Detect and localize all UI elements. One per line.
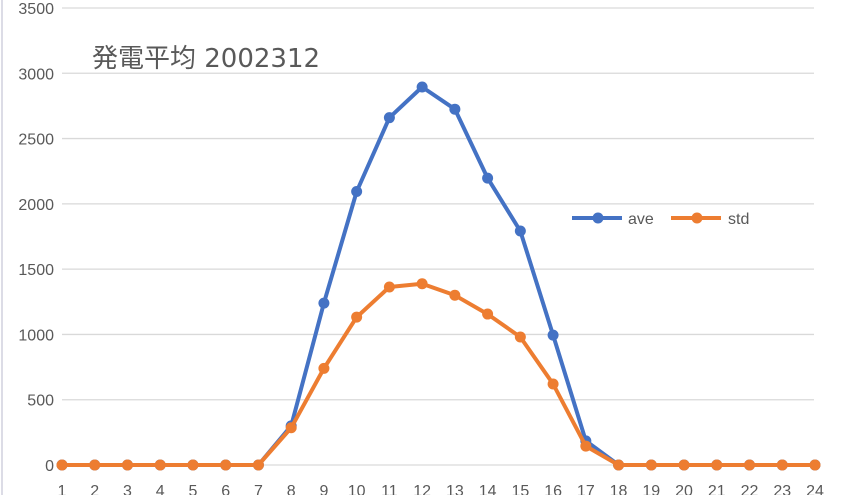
x-tick-label: 10 bbox=[348, 483, 366, 495]
data-point-marker[interactable] bbox=[449, 103, 461, 115]
series-group bbox=[56, 81, 821, 471]
data-point-marker[interactable] bbox=[383, 112, 395, 124]
x-tick-label: 15 bbox=[511, 483, 529, 495]
data-point-marker[interactable] bbox=[744, 459, 756, 471]
x-tick-label: 13 bbox=[446, 483, 464, 495]
x-tick-label: 12 bbox=[413, 483, 431, 495]
series-ave[interactable] bbox=[56, 81, 821, 471]
data-point-marker[interactable] bbox=[318, 362, 330, 374]
data-point-marker[interactable] bbox=[56, 459, 68, 471]
data-point-marker[interactable] bbox=[711, 459, 723, 471]
x-tick-label: 9 bbox=[319, 483, 328, 495]
chart-title: 発電平均 2002312 bbox=[92, 44, 320, 74]
data-point-marker[interactable] bbox=[416, 278, 428, 290]
data-point-marker[interactable] bbox=[154, 459, 166, 471]
x-tick-label: 23 bbox=[773, 483, 791, 495]
chart-left-border bbox=[1, 0, 3, 495]
x-tick-label: 21 bbox=[708, 483, 726, 495]
y-tick-label: 3500 bbox=[18, 1, 54, 18]
data-point-marker[interactable] bbox=[547, 378, 559, 390]
data-point-marker[interactable] bbox=[89, 459, 101, 471]
legend[interactable]: ave std bbox=[572, 211, 749, 228]
x-tick-label: 2 bbox=[90, 483, 99, 495]
x-tick-label: 6 bbox=[221, 483, 230, 495]
series-line[interactable] bbox=[60, 281, 817, 467]
series-line[interactable] bbox=[60, 85, 817, 467]
x-tick-label: 14 bbox=[479, 483, 497, 495]
data-point-marker[interactable] bbox=[351, 185, 363, 197]
data-point-marker[interactable] bbox=[580, 440, 592, 452]
y-tick-label: 2000 bbox=[18, 197, 54, 214]
data-point-marker[interactable] bbox=[482, 308, 494, 320]
legend-item-ave[interactable]: ave bbox=[572, 211, 654, 228]
y-tick-label: 1500 bbox=[18, 262, 54, 279]
data-point-marker[interactable] bbox=[776, 459, 788, 471]
data-point-marker[interactable] bbox=[482, 172, 494, 184]
series-std[interactable] bbox=[56, 278, 821, 471]
x-tick-label: 22 bbox=[741, 483, 759, 495]
data-point-marker[interactable] bbox=[285, 422, 297, 434]
data-point-marker[interactable] bbox=[449, 289, 461, 301]
data-point-marker[interactable] bbox=[416, 81, 428, 93]
data-point-marker[interactable] bbox=[809, 459, 821, 471]
x-tick-label: 19 bbox=[642, 483, 660, 495]
data-point-marker[interactable] bbox=[121, 459, 133, 471]
data-point-marker[interactable] bbox=[547, 329, 559, 341]
y-tick-label: 1000 bbox=[18, 327, 54, 344]
data-point-marker[interactable] bbox=[220, 459, 232, 471]
data-point-marker[interactable] bbox=[678, 459, 690, 471]
y-tick-label: 0 bbox=[45, 458, 54, 475]
x-tick-label: 16 bbox=[544, 483, 562, 495]
x-tick-label: 4 bbox=[156, 483, 165, 495]
y-axis: 0 500 1000 1500 2000 2500 3000 3500 bbox=[18, 1, 54, 475]
data-point-marker[interactable] bbox=[351, 311, 363, 323]
x-tick-label: 5 bbox=[189, 483, 198, 495]
data-point-marker[interactable] bbox=[318, 297, 330, 309]
x-tick-label: 7 bbox=[254, 483, 263, 495]
x-tick-label: 18 bbox=[610, 483, 628, 495]
x-tick-label: 17 bbox=[577, 483, 595, 495]
data-point-marker[interactable] bbox=[252, 459, 264, 471]
y-tick-label: 2500 bbox=[18, 132, 54, 149]
x-tick-label: 20 bbox=[675, 483, 693, 495]
x-axis: 1 2 3 4 5 6 7 8 9 10 11 12 13 14 15 16 17 18 19 20 21 22 23 24 bbox=[58, 483, 824, 495]
data-point-marker[interactable] bbox=[383, 281, 395, 293]
data-point-marker[interactable] bbox=[514, 225, 526, 237]
x-tick-label: 1 bbox=[58, 483, 67, 495]
legend-marker-icon bbox=[592, 212, 604, 224]
gridlines bbox=[62, 7, 814, 466]
legend-label: ave bbox=[628, 211, 654, 228]
y-tick-label: 3000 bbox=[18, 66, 54, 83]
x-tick-label: 3 bbox=[123, 483, 132, 495]
x-tick-label: 8 bbox=[287, 483, 296, 495]
data-point-marker[interactable] bbox=[613, 459, 625, 471]
legend-label: std bbox=[728, 211, 749, 228]
data-point-marker[interactable] bbox=[514, 331, 526, 343]
legend-item-std[interactable]: std bbox=[671, 211, 749, 228]
data-point-marker[interactable] bbox=[645, 459, 657, 471]
data-point-marker[interactable] bbox=[187, 459, 199, 471]
y-tick-label: 500 bbox=[27, 393, 54, 410]
legend-marker-icon bbox=[691, 212, 703, 224]
x-tick-label: 11 bbox=[381, 483, 398, 495]
x-tick-label: 24 bbox=[806, 483, 824, 495]
